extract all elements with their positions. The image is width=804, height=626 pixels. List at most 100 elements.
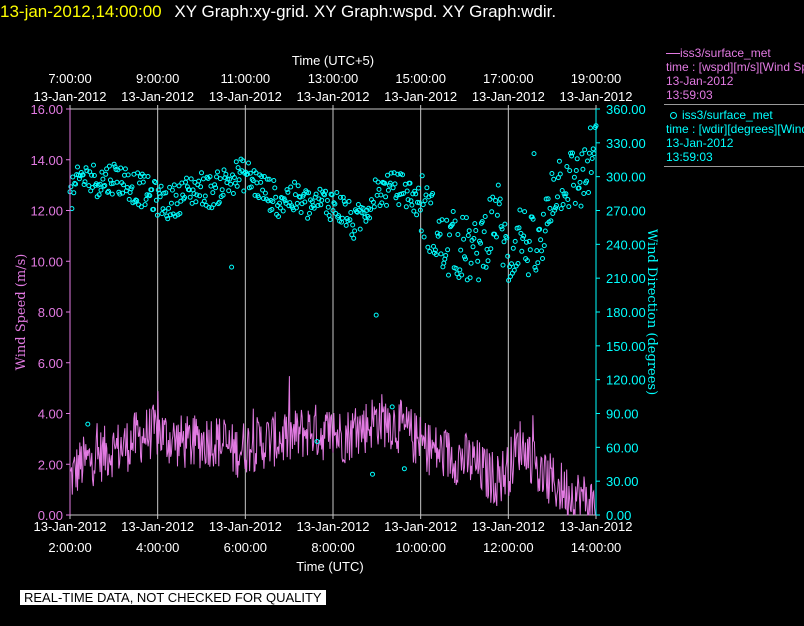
wdir-point: [521, 233, 527, 239]
wdir-point: [227, 176, 233, 182]
wdir-point: [245, 171, 250, 177]
title-datetime: 13-jan-2012,14:00:00: [0, 2, 162, 21]
wdir-point: [549, 171, 555, 176]
wdir-point: [341, 199, 347, 204]
wdir-point: [551, 176, 557, 182]
wdir-point: [565, 197, 571, 202]
wdir-point: [213, 185, 219, 191]
wdir-point: [495, 182, 501, 188]
wdir-point: [458, 247, 464, 253]
wdir-point: [401, 466, 407, 472]
wdir-point: [497, 196, 503, 202]
wdir-point: [355, 202, 361, 207]
wdir-point: [298, 210, 304, 215]
wdir-point: [376, 186, 382, 192]
wdir-point: [588, 170, 594, 175]
wdir-point: [259, 174, 265, 179]
wdir-point: [475, 258, 481, 264]
wdir-point: [323, 210, 329, 216]
wdir-point: [554, 203, 559, 208]
wdir-point: [428, 200, 434, 206]
right-tick-label: 90.00: [606, 407, 639, 422]
top-tick-date: 13-Jan-2012: [384, 89, 457, 104]
wdir-point: [158, 183, 164, 189]
wdir-point: [447, 232, 452, 238]
wdir-point: [589, 156, 595, 161]
wdir-point: [266, 176, 272, 182]
wdir-point: [147, 193, 153, 199]
x-tick-date: 13-Jan-2012: [209, 519, 282, 534]
x-tick-time: 14:00:00: [571, 540, 622, 555]
wdir-point: [370, 471, 375, 477]
wdir-point: [488, 246, 494, 252]
wdir-point: [505, 253, 511, 259]
wdir-point: [198, 184, 204, 190]
wdir-point: [219, 187, 225, 193]
legend-wdir: iss3/surface_met time : [wdir][degrees][…: [664, 108, 804, 164]
wdir-point: [84, 168, 90, 174]
wdir-point: [461, 236, 467, 242]
wdir-point: [151, 206, 157, 212]
x-tick-date: 13-Jan-2012: [472, 519, 545, 534]
wspd-line: [69, 376, 596, 516]
wdir-point: [370, 199, 376, 205]
wdir-point: [294, 200, 300, 206]
top-tick-date: 13-Jan-2012: [209, 89, 282, 104]
wdir-point: [578, 203, 584, 209]
wdir-point: [202, 193, 208, 199]
wdir-point: [585, 158, 590, 164]
wdir-point: [443, 253, 449, 258]
wdir-point: [323, 188, 328, 194]
wdir-point: [331, 200, 337, 206]
wdir-point: [539, 248, 544, 254]
x-tick-date: 13-Jan-2012: [34, 519, 107, 534]
wdir-point: [579, 151, 585, 157]
wdir-point: [109, 191, 115, 197]
wdir-point: [501, 239, 507, 245]
wdir-point: [68, 184, 74, 190]
right-tick-label: 270.00: [606, 204, 646, 219]
wdir-point: [167, 184, 173, 190]
wspd-series: [69, 376, 596, 516]
wdir-point: [430, 191, 436, 196]
wdir-point: [580, 166, 586, 172]
wdir-point: [233, 159, 239, 165]
legend-line-icon: [666, 53, 680, 55]
wdir-point: [368, 207, 374, 212]
wdir-point: [342, 201, 348, 207]
wdir-point: [587, 125, 593, 131]
wdir-point: [574, 156, 580, 162]
wdir-point: [542, 228, 548, 234]
wdir-point: [265, 198, 271, 204]
wdir-point: [496, 201, 502, 207]
wdir-point: [482, 214, 488, 219]
wdir-point: [197, 193, 203, 199]
x-tick-time: 12:00:00: [483, 540, 534, 555]
wdir-point: [562, 193, 568, 199]
wdir-point: [196, 178, 202, 184]
wdir-point: [247, 170, 253, 176]
wdir-point: [165, 216, 171, 222]
left-tick-label: 14.00: [30, 153, 63, 168]
top-tick-date: 13-Jan-2012: [297, 89, 370, 104]
wdir-point: [168, 212, 173, 218]
top-axis-title: Time (UTC+5): [292, 53, 374, 68]
wdir-point: [284, 187, 290, 193]
wdir-point: [586, 190, 591, 195]
wdir-point: [555, 194, 560, 200]
wdir-point: [120, 190, 126, 196]
wdir-point: [117, 191, 123, 197]
quality-disclaimer: REAL-TIME DATA, NOT CHECKED FOR QUALITY: [20, 590, 326, 605]
wdir-point: [157, 194, 163, 200]
wdir-point: [414, 212, 420, 218]
wdir-point: [480, 263, 486, 269]
wdir-point: [531, 151, 537, 157]
wdir-point: [261, 196, 266, 201]
wdir-point: [378, 192, 384, 198]
wdir-point: [143, 196, 149, 202]
wdir-point: [336, 213, 342, 219]
top-tick-time: 15:00:00: [395, 71, 446, 86]
wdir-point: [459, 272, 465, 278]
wdir-point: [530, 216, 536, 222]
top-tick-date: 13-Jan-2012: [34, 89, 107, 104]
